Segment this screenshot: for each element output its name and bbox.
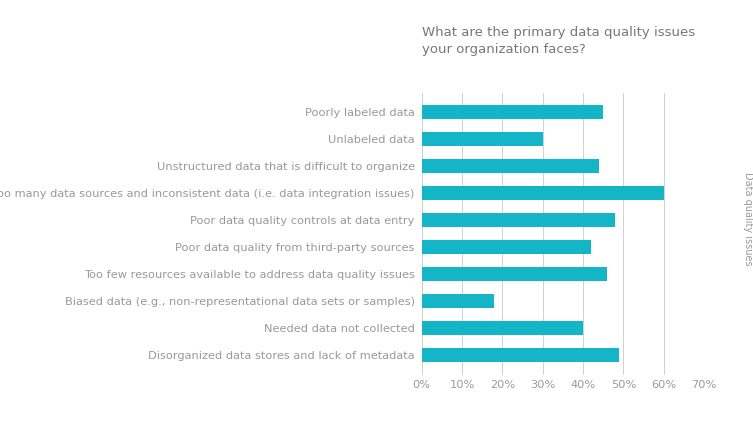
Bar [422, 321, 583, 335]
Bar [422, 294, 494, 308]
Bar [422, 186, 663, 200]
Bar [422, 132, 543, 147]
Bar [422, 213, 615, 227]
Bar [422, 267, 607, 281]
Bar [422, 105, 603, 120]
Bar [422, 240, 591, 254]
Text: What are the primary data quality issues
your organization faces?: What are the primary data quality issues… [422, 26, 695, 56]
Bar [422, 159, 599, 173]
Text: Data quality issues: Data quality issues [742, 172, 753, 266]
Bar [422, 348, 619, 362]
